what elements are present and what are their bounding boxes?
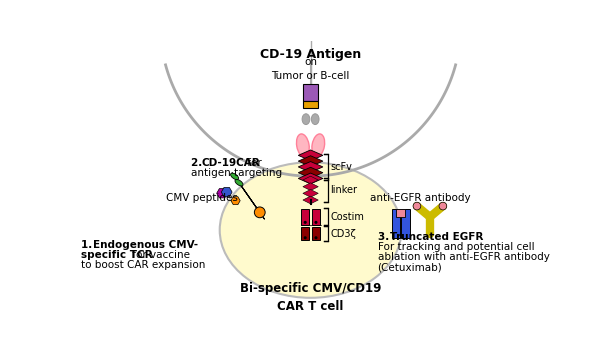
Polygon shape: [303, 176, 318, 184]
Text: to boost CAR expansion: to boost CAR expansion: [81, 260, 205, 270]
Text: Truncated EGFR: Truncated EGFR: [390, 233, 483, 242]
Text: linker: linker: [331, 185, 358, 195]
Polygon shape: [232, 172, 260, 213]
Polygon shape: [298, 173, 323, 184]
Polygon shape: [231, 197, 240, 205]
Polygon shape: [303, 183, 318, 190]
Text: antigen targeting: antigen targeting: [191, 168, 282, 178]
Text: (Cetuximab): (Cetuximab): [378, 263, 442, 273]
Polygon shape: [298, 161, 323, 172]
Text: CD-19 Antigen: CD-19 Antigen: [260, 48, 361, 61]
Polygon shape: [303, 196, 318, 204]
Circle shape: [255, 207, 265, 218]
Text: 1.: 1.: [81, 240, 99, 250]
Text: CD-19CAR: CD-19CAR: [201, 158, 260, 168]
Text: 3.: 3.: [378, 233, 396, 242]
Polygon shape: [236, 179, 265, 219]
Ellipse shape: [296, 134, 309, 157]
Text: for: for: [244, 158, 262, 168]
Ellipse shape: [220, 162, 401, 298]
Ellipse shape: [311, 114, 319, 125]
Bar: [396, 209, 405, 217]
Text: Endogenous CMV-: Endogenous CMV-: [93, 240, 199, 250]
Text: 2.: 2.: [191, 158, 206, 168]
Polygon shape: [303, 189, 318, 197]
Text: anti-EGFR antibody: anti-EGFR antibody: [370, 193, 470, 203]
Bar: [301, 227, 309, 240]
Ellipse shape: [235, 179, 243, 186]
Bar: [312, 227, 320, 240]
Text: Bi-specific CMV/CD19
CAR T cell: Bi-specific CMV/CD19 CAR T cell: [240, 282, 381, 313]
Text: Costim: Costim: [331, 212, 364, 222]
Text: for vaccine: for vaccine: [129, 250, 190, 260]
Bar: [392, 209, 401, 238]
Ellipse shape: [230, 173, 239, 180]
Circle shape: [315, 236, 318, 239]
Polygon shape: [298, 167, 323, 178]
Bar: [312, 209, 320, 225]
Ellipse shape: [312, 134, 325, 157]
Polygon shape: [298, 150, 323, 161]
Polygon shape: [217, 189, 227, 198]
Polygon shape: [221, 187, 232, 197]
Circle shape: [413, 202, 421, 210]
Text: specific TCR: specific TCR: [81, 250, 153, 260]
Circle shape: [315, 221, 318, 224]
Text: scFv: scFv: [331, 162, 353, 172]
Bar: [401, 209, 410, 238]
Ellipse shape: [302, 114, 310, 125]
Circle shape: [439, 202, 447, 210]
Bar: [301, 209, 309, 225]
Bar: [303, 101, 318, 108]
Text: on
Tumor or B-cell: on Tumor or B-cell: [271, 57, 350, 81]
Text: For tracking and potential cell: For tracking and potential cell: [378, 243, 534, 253]
Text: ablation with anti-EGFR antibody: ablation with anti-EGFR antibody: [378, 253, 550, 263]
Bar: [303, 84, 318, 101]
Text: CD3ζ: CD3ζ: [331, 228, 356, 238]
Circle shape: [304, 236, 307, 239]
Text: CMV peptides: CMV peptides: [166, 193, 238, 203]
Circle shape: [304, 221, 307, 224]
Polygon shape: [298, 156, 323, 167]
